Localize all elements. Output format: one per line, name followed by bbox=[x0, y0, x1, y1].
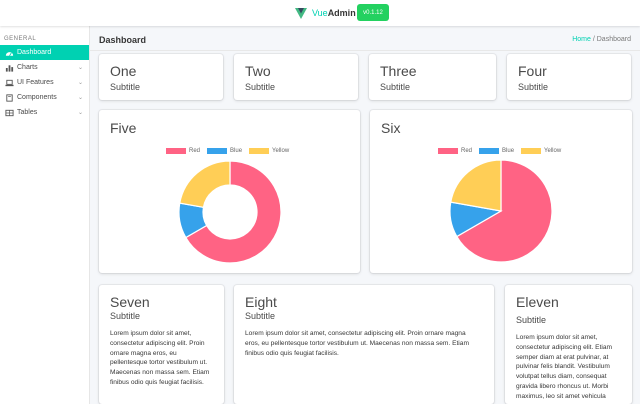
text-card-body: Lorem ipsum dolor sit amet, consectetur … bbox=[245, 330, 469, 357]
page-title: Dashboard bbox=[99, 35, 147, 45]
chart-card-title: Six bbox=[381, 120, 401, 136]
legend-swatch-blue bbox=[479, 148, 500, 154]
tile-subtitle: Subtitle bbox=[380, 82, 411, 92]
legend-swatch-yellow bbox=[521, 148, 542, 154]
tile-card: One Subtitle bbox=[99, 54, 223, 100]
text-card-eleven: Eleven Subtitle Lorem ipsum dolor sit am… bbox=[505, 285, 632, 404]
text-card-title: Eight bbox=[245, 294, 277, 310]
chevron-down-icon[interactable]: ⌄ bbox=[77, 80, 83, 86]
chart-card-six: Six Red Blue Yellow bbox=[370, 110, 632, 273]
chevron-down-icon[interactable]: ⌄ bbox=[77, 65, 83, 71]
sidebar-item-label: Dashboard bbox=[17, 49, 52, 56]
sidebar-item-dashboard[interactable]: Dashboard bbox=[0, 45, 89, 60]
text-card-seven: Seven Subtitle Lorem ipsum dolor sit ame… bbox=[99, 285, 224, 404]
laptop-icon bbox=[5, 79, 14, 86]
legend-swatch-red bbox=[166, 148, 186, 154]
pie-chart bbox=[449, 159, 553, 263]
sidebar-item-label: Tables bbox=[17, 109, 38, 116]
text-card-body: Lorem ipsum dolor sit amet, consectetur a… bbox=[516, 334, 613, 400]
chart-legend: Red Blue Yellow bbox=[438, 148, 568, 154]
legend-swatch-yellow bbox=[249, 148, 270, 154]
sidebar-item-ui-features[interactable]: UI Features ⌄ bbox=[0, 75, 89, 90]
brand-logo[interactable]: VueAdmin bbox=[294, 4, 356, 22]
breadcrumb-current: Dashboard bbox=[596, 36, 631, 43]
header-divider bbox=[89, 50, 640, 51]
slice-red[interactable] bbox=[185, 160, 282, 264]
breadcrumb-separator: / bbox=[592, 36, 595, 43]
sidebar: GENERAL Dashboard Charts ⌄ UI Features ⌄… bbox=[0, 26, 90, 404]
chevron-down-icon[interactable]: ⌄ bbox=[77, 110, 83, 116]
legend-item-red[interactable]: Red bbox=[438, 148, 472, 154]
text-card-eight: Eight Subtitle Lorem ipsum dolor sit ame… bbox=[234, 285, 494, 404]
breadcrumb-home-link[interactable]: Home bbox=[572, 36, 591, 43]
tile-card: Three Subtitle bbox=[369, 54, 496, 100]
legend-item-yellow[interactable]: Yellow bbox=[521, 148, 561, 154]
legend-item-blue[interactable]: Blue bbox=[479, 148, 514, 154]
dashboard-icon bbox=[5, 51, 14, 56]
legend-item-blue[interactable]: Blue bbox=[207, 148, 242, 154]
sidebar-item-label: Charts bbox=[17, 64, 38, 71]
tile-card: Two Subtitle bbox=[234, 54, 358, 100]
tile-subtitle: Subtitle bbox=[110, 82, 141, 92]
text-card-subtitle: Subtitle bbox=[110, 311, 141, 321]
tile-subtitle: Subtitle bbox=[518, 82, 549, 92]
doughnut-chart bbox=[178, 160, 282, 264]
sidebar-item-charts[interactable]: Charts ⌄ bbox=[0, 60, 89, 75]
sidebar-item-tables[interactable]: Tables ⌄ bbox=[0, 105, 89, 120]
menu-label-general: GENERAL bbox=[4, 36, 37, 42]
text-card-title: Seven bbox=[110, 294, 150, 310]
chevron-down-icon[interactable]: ⌄ bbox=[77, 95, 83, 101]
brand-name: VueAdmin bbox=[312, 8, 356, 18]
table-icon bbox=[5, 109, 14, 116]
slice-yellow[interactable] bbox=[179, 160, 231, 209]
slice-yellow[interactable] bbox=[450, 159, 502, 212]
tile-title: Three bbox=[380, 63, 417, 79]
chart-card-title: Five bbox=[110, 120, 137, 136]
bar-chart-icon bbox=[5, 64, 14, 72]
sidebar-item-label: Components bbox=[17, 94, 57, 101]
legend-item-yellow[interactable]: Yellow bbox=[249, 148, 289, 154]
chart-card-five: Five Red Blue Yellow bbox=[99, 110, 360, 273]
legend-swatch-blue bbox=[207, 148, 228, 154]
legend-item-red[interactable]: Red bbox=[166, 148, 200, 154]
breadcrumb: Home / Dashboard bbox=[572, 36, 631, 43]
chart-legend: Red Blue Yellow bbox=[166, 148, 296, 154]
legend-swatch-red bbox=[438, 148, 458, 154]
tile-subtitle: Subtitle bbox=[245, 82, 276, 92]
sidebar-item-label: UI Features bbox=[17, 79, 54, 86]
sidebar-item-components[interactable]: Components ⌄ bbox=[0, 90, 89, 105]
tile-card: Four Subtitle bbox=[507, 54, 631, 100]
text-card-body: Lorem ipsum dolor sit amet, consectetur a… bbox=[110, 330, 210, 386]
top-navbar: VueAdmin v0.1.12 bbox=[0, 0, 640, 26]
slice-red[interactable] bbox=[456, 159, 553, 263]
tile-title: Two bbox=[245, 63, 271, 79]
text-card-subtitle: Subtitle bbox=[516, 315, 547, 325]
book-icon bbox=[6, 93, 13, 102]
tile-title: One bbox=[110, 63, 137, 79]
text-card-subtitle: Subtitle bbox=[245, 311, 276, 321]
tile-title: Four bbox=[518, 63, 547, 79]
logo-icon bbox=[295, 8, 307, 19]
version-badge[interactable]: v0.1.12 bbox=[357, 4, 389, 21]
text-card-title: Eleven bbox=[516, 294, 559, 310]
